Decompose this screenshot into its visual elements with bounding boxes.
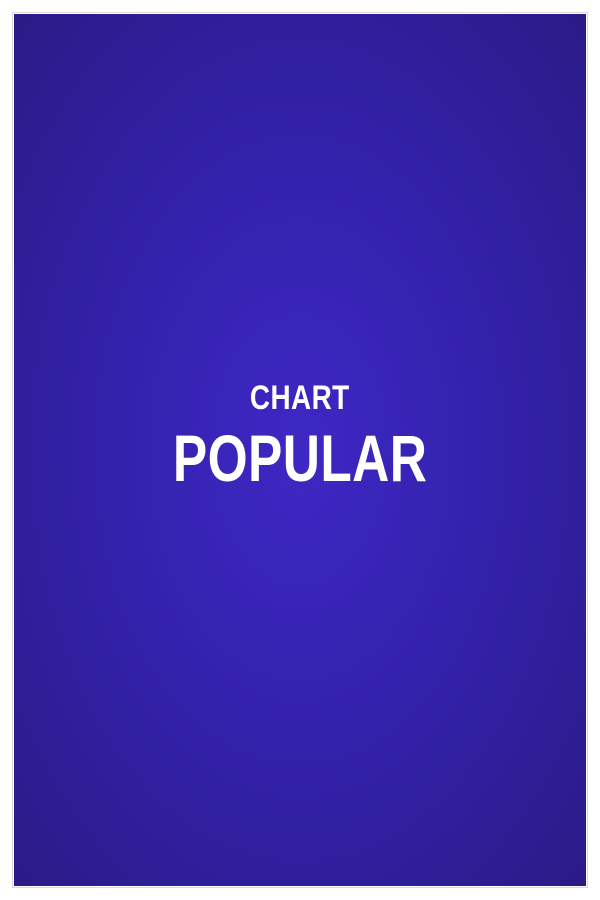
- cover-title-block: CHART POPULAR: [137, 381, 463, 491]
- playlist-cover-card[interactable]: CHART POPULAR: [14, 14, 586, 886]
- cover-kicker-text: CHART: [250, 379, 350, 417]
- cover-frame: CHART POPULAR: [12, 12, 588, 888]
- cover-headline-text: POPULAR: [172, 421, 428, 495]
